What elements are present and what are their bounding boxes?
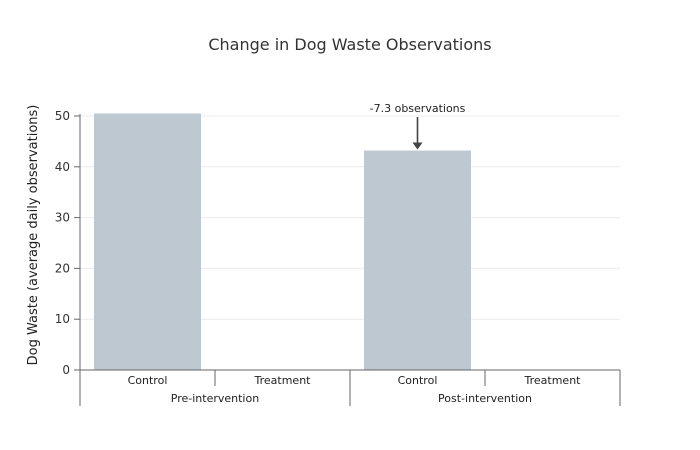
y-tick-label: 30 — [55, 211, 70, 225]
category-label: Treatment — [524, 374, 582, 387]
annotation-text: -7.3 observations — [370, 102, 466, 115]
category-label: Control — [398, 374, 438, 387]
annotation-arrow-head — [412, 142, 423, 150]
y-tick-label: 20 — [55, 261, 70, 275]
annotation: -7.3 observations — [370, 102, 466, 150]
bars — [94, 113, 471, 371]
y-tick-label: 40 — [55, 160, 70, 174]
y-axis-ticks: 0 10 20 30 40 50 — [55, 109, 80, 377]
chart-title: Change in Dog Waste Observations — [208, 35, 491, 54]
y-tick-label: 10 — [55, 312, 70, 326]
y-tick-label: 0 — [62, 363, 70, 377]
bar-post-intervention-control — [364, 150, 471, 370]
y-axis-label: Dog Waste (average daily observations) — [26, 105, 41, 366]
category-label: Treatment — [254, 374, 312, 387]
y-tick-label: 50 — [55, 109, 70, 123]
group-label: Post-intervention — [438, 392, 532, 405]
group-label: Pre-intervention — [171, 392, 259, 405]
category-label: Control — [128, 374, 168, 387]
bar-pre-intervention-control — [94, 113, 201, 371]
